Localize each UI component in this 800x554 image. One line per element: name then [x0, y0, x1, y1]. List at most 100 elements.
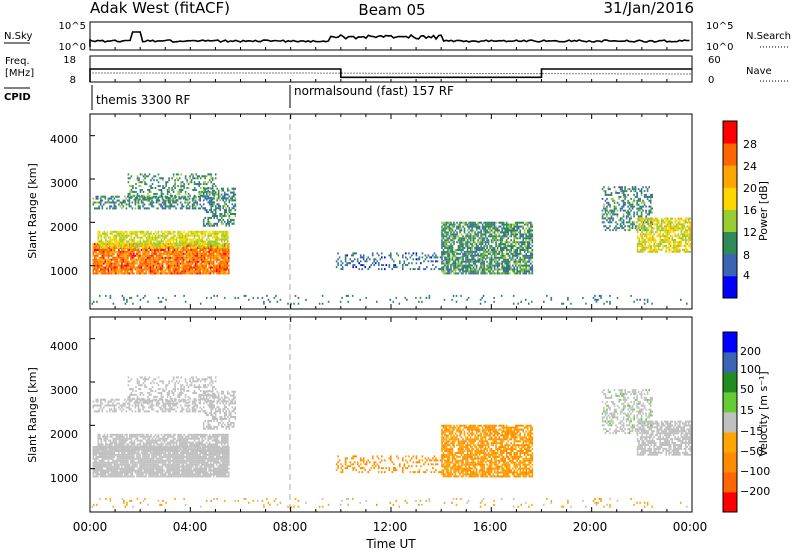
- power-cell: [689, 231, 692, 234]
- power-cell: [162, 198, 164, 201]
- power-cell: [530, 266, 532, 269]
- power-cell: [493, 231, 496, 234]
- power-cell: [501, 249, 503, 251]
- power-cell: [346, 262, 348, 265]
- power-cell: [155, 249, 158, 251]
- power-cell: [194, 268, 197, 271]
- power-cell: [631, 207, 634, 210]
- power-cell: [158, 252, 161, 255]
- power-cell: [199, 203, 201, 206]
- power-cell: [209, 252, 212, 255]
- power-cell: [206, 270, 209, 273]
- power-cell: [211, 177, 214, 180]
- power-cell: [222, 230, 224, 233]
- power-cell: [650, 237, 652, 240]
- power-cell: [651, 219, 654, 222]
- power-cell: [178, 232, 181, 235]
- power-cell: [196, 244, 199, 247]
- power-cell: [638, 223, 640, 226]
- power-cell: [460, 239, 463, 242]
- power-cell: [185, 258, 188, 261]
- power-cell: [219, 209, 221, 212]
- power-cell: [525, 233, 527, 236]
- power-cell: [474, 221, 476, 224]
- power-cell: [131, 266, 134, 269]
- power-cell: [110, 266, 113, 269]
- power-cell: [523, 237, 526, 240]
- power-cell: [347, 294, 349, 297]
- power-cell: [649, 197, 652, 200]
- power-cell: [504, 260, 506, 263]
- power-cell: [147, 232, 149, 235]
- power-cell: [525, 239, 527, 242]
- power-cell: [231, 218, 234, 221]
- power-cell: [109, 207, 111, 210]
- power-cell: [484, 235, 487, 238]
- power-cell: [220, 197, 223, 200]
- power-cell: [217, 249, 219, 251]
- power-cell: [450, 245, 452, 248]
- power-cell: [193, 194, 196, 197]
- power-cell: [150, 242, 152, 245]
- power-cell: [656, 225, 658, 228]
- power-cell: [490, 229, 493, 232]
- power-cell: [358, 262, 360, 265]
- power-cell: [496, 249, 499, 251]
- power-cell: [501, 243, 503, 246]
- power-cell: [520, 235, 523, 238]
- power-cell: [112, 256, 114, 259]
- power-cell: [689, 229, 692, 232]
- power-scatter-cells: [91, 173, 692, 305]
- power-cell: [225, 203, 227, 206]
- power-cell: [530, 229, 532, 232]
- power-cell: [496, 229, 499, 232]
- power-cell: [390, 254, 392, 257]
- power-cell: [502, 243, 505, 246]
- power-cell: [215, 247, 218, 249]
- power-cell: [169, 238, 172, 241]
- power-cell: [156, 192, 158, 195]
- power-cell: [445, 233, 448, 236]
- power-cell: [448, 237, 451, 240]
- power-cell: [525, 260, 527, 263]
- power-cell: [182, 205, 185, 208]
- power-cell: [642, 248, 645, 251]
- power-cell: [680, 239, 683, 241]
- power-cell: [113, 256, 116, 259]
- power-cell: [647, 229, 649, 232]
- power-cell: [204, 181, 206, 184]
- power-cell: [641, 217, 643, 220]
- power-cell: [636, 221, 639, 224]
- power-cell: [489, 233, 491, 236]
- power-cell: [167, 266, 170, 269]
- power-cell: [492, 235, 494, 238]
- power-cell: [100, 249, 102, 251]
- power-cell: [164, 262, 167, 265]
- power-cell: [98, 266, 101, 269]
- power-cell: [145, 252, 147, 255]
- power-cell: [645, 229, 648, 232]
- power-cell: [396, 266, 398, 269]
- power-cell: [669, 244, 672, 247]
- power-cell: [634, 190, 637, 193]
- power-cell: [510, 258, 512, 261]
- power-cell: [118, 254, 120, 257]
- power-cell: [138, 181, 140, 184]
- power-cell: [213, 240, 215, 243]
- power-cell: [448, 252, 451, 255]
- power-cell: [127, 181, 130, 184]
- power-cell: [663, 239, 666, 241]
- power-cell: [651, 235, 654, 238]
- power-cell: [189, 194, 191, 197]
- power-cell: [166, 234, 169, 237]
- power-cell: [161, 268, 164, 271]
- power-cell: [653, 250, 655, 253]
- power-cell: [677, 221, 680, 224]
- power-cell: [481, 270, 484, 273]
- power-cell: [102, 242, 104, 245]
- power-cell: [619, 209, 622, 212]
- power-cell: [208, 220, 211, 223]
- freq-ytick-top: 18: [63, 55, 76, 66]
- power-cell: [100, 246, 103, 249]
- power-cell: [190, 234, 193, 237]
